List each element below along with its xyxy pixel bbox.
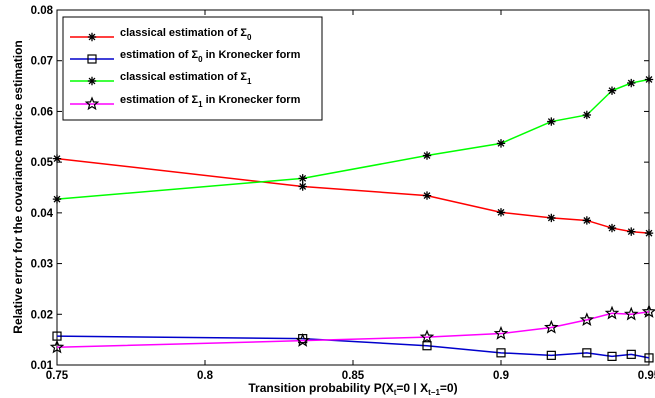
legend-label: classical estimation of Σ0 [120, 27, 252, 42]
x-axis-label-sub2: t−1 [428, 388, 440, 397]
x-tick-label: 0.8 [197, 370, 214, 382]
data-point [422, 341, 432, 351]
legend-marker [87, 76, 97, 86]
data-point [627, 78, 636, 88]
legend-marker [87, 54, 97, 64]
series-0 [52, 154, 654, 238]
data-point [298, 174, 307, 183]
legend-box [62, 16, 323, 121]
series-2 [52, 75, 654, 204]
data-point [644, 353, 654, 363]
y-tick-label: 0.07 [31, 56, 53, 68]
y-tick-label: 0.03 [31, 259, 53, 271]
data-point [295, 333, 310, 347]
y-tick-label: 0.06 [31, 106, 53, 118]
ticks-layer: 0.75 0.8 0.85 0.9 0.95 0.01 0.02 0.03 0.04 0.05 0.… [31, 5, 655, 382]
data-point [493, 325, 509, 340]
legend-marker [87, 32, 97, 42]
data-point [641, 304, 655, 318]
series-3 [49, 304, 655, 354]
data-point [579, 312, 595, 327]
data-point [582, 348, 592, 358]
x-axis-label-mid: =0 | X [396, 381, 428, 395]
data-point [52, 194, 62, 204]
data-point [623, 306, 639, 321]
data-point [604, 305, 620, 320]
x-axis-label-prefix: Transition probability P(X [248, 381, 393, 395]
y-tick-label: 0.01 [31, 360, 54, 372]
legend-item: classical estimation of Σ1 [70, 71, 252, 86]
legend-item: estimation of Σ1 in Kronecker form [70, 94, 301, 111]
legend-label: estimation of Σ0 in Kronecker form [120, 49, 301, 64]
x-axis-label: Transition probability P(Xt=0 | Xt−1=0) [248, 381, 457, 397]
x-tick-label: 0.85 [342, 370, 365, 382]
data-point [582, 216, 592, 225]
data-point [49, 339, 65, 354]
series-line [56, 311, 650, 348]
data-point [52, 154, 62, 163]
y-tick-label: 0.02 [31, 309, 53, 321]
legend-item: estimation of Σ0 in Kronecker form [70, 49, 301, 64]
legend-marker [84, 96, 100, 111]
data-point [644, 75, 654, 84]
data-point [419, 329, 435, 344]
y-tick-label: 0.08 [31, 5, 54, 17]
data-point [607, 351, 617, 361]
legend: classical estimation of Σ0 estimation of … [62, 16, 323, 121]
data-point [582, 110, 592, 120]
data-point [547, 117, 556, 126]
data-point [496, 348, 506, 358]
data-point [544, 319, 559, 334]
y-tick-label: 0.04 [31, 208, 54, 220]
x-tick-label: 0.95 [638, 370, 655, 382]
x-tick-label: 0.75 [46, 370, 69, 382]
legend-item: classical estimation of Σ0 [70, 27, 252, 42]
data-point [644, 228, 654, 238]
legend-label: classical estimation of Σ1 [120, 71, 252, 86]
x-axis-label-sub1: t [394, 388, 397, 397]
data-point [496, 139, 506, 148]
data-point [496, 208, 506, 217]
series-line [56, 335, 650, 359]
data-point [422, 191, 432, 200]
x-axis-label-suffix: =0) [440, 381, 458, 395]
y-axis-label: Relative error for the covariance matric… [11, 40, 25, 333]
data-point [626, 349, 636, 359]
data-point [607, 223, 617, 233]
legend-label: estimation of Σ1 in Kronecker form [120, 94, 301, 109]
data-point [627, 227, 636, 236]
data-point [298, 182, 307, 191]
y-tick-label: 0.05 [31, 157, 54, 169]
series-layer [49, 75, 655, 363]
x-tick-label: 0.9 [493, 370, 509, 382]
data-point [607, 86, 617, 95]
data-point [547, 213, 556, 223]
data-point [546, 350, 556, 360]
data-point [422, 151, 432, 160]
